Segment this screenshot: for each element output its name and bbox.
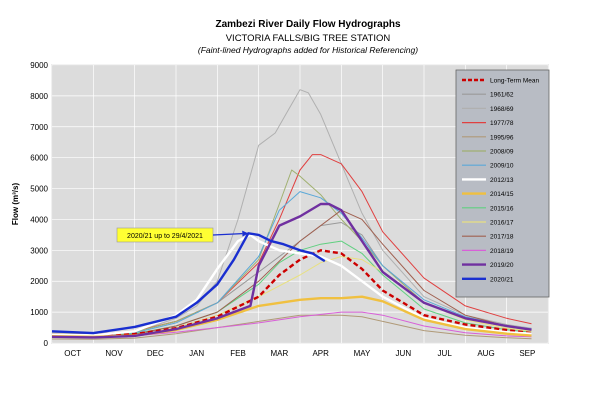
x-tick-label: AUG [477,349,494,358]
legend-label: 2014/15 [490,191,514,198]
chart-note: (Faint-lined Hydrographs added for Histo… [198,45,418,55]
series-line-2019-20 [51,202,532,339]
annotation-text: 2020/21 up to 29/4/2021 [127,233,203,240]
x-tick-label: OCT [64,349,81,358]
annotation-arrowhead [242,230,249,237]
legend-entries: Long-Term Mean 1961/62 1968/69 1977/78 1995/… [462,78,540,283]
x-tick-label: MAY [354,349,371,358]
x-tick-label: NOV [105,349,123,358]
series-line-1995-96 [51,314,532,340]
x-tick-label: JUL [438,349,453,358]
y-tick-label: 7000 [30,123,48,132]
legend-label: 1977/78 [490,120,514,127]
x-tick-label: MAR [270,349,288,358]
x-tick-label: JUN [396,349,412,358]
series-line-2009-10 [51,191,532,336]
legend-label: 1961/62 [490,92,514,99]
legend-label: 2020/21 [490,276,514,283]
legend-label: 1995/96 [490,134,514,141]
legend-label: 2009/10 [490,163,514,170]
annotation: 2020/21 up to 29/4/2021 [116,227,249,243]
annotation-arrow [212,233,243,236]
legend-label: 2008/09 [490,149,514,156]
series-line-2012-13 [51,233,532,337]
legend-label: 2012/13 [490,177,514,184]
legend-label: 1968/69 [490,106,514,113]
y-tick-label: 5000 [30,185,48,194]
legend-label: 2018/19 [490,248,514,255]
x-tick-label: DEC [147,349,164,358]
y-tick-label: 3000 [30,246,48,255]
x-axis-ticks: OCT NOV DEC JAN FEB MAR APR MAY JUN JUL AUG SEP [64,349,535,358]
chart-title: Zambezi River Daily Flow Hydrographs [215,19,400,30]
legend-label: 2015/16 [490,205,514,212]
x-tick-label: JAN [189,349,204,358]
legend: Long-Term Mean 1961/62 1968/69 1977/78 1995/… [455,69,550,298]
y-tick-label: 0 [44,339,49,348]
y-tick-label: 6000 [30,154,48,163]
y-axis-ticks: 0 1000 2000 3000 4000 5000 6000 7000 8000 9000 [30,61,48,348]
y-tick-label: 4000 [30,215,48,224]
y-tick-label: 1000 [30,308,48,317]
legend-label: 2016/17 [490,220,514,227]
x-tick-label: FEB [230,349,246,358]
y-tick-label: 8000 [30,92,48,101]
x-tick-label: APR [312,349,329,358]
legend-label: 2017/18 [490,234,514,241]
series-line-1968-69 [51,89,532,336]
series-line-2020-21 [51,232,326,335]
y-tick-label: 9000 [30,61,48,70]
y-axis-label: Flow (m³/s) [11,183,20,226]
legend-label: 2019/20 [490,262,514,269]
series-lines [51,89,532,340]
chart-subtitle: VICTORIA FALLS/BIG TREE STATION [226,33,391,44]
legend-label: Long-Term Mean [490,78,540,85]
y-tick-label: 2000 [30,277,48,286]
x-tick-label: SEP [519,349,535,358]
